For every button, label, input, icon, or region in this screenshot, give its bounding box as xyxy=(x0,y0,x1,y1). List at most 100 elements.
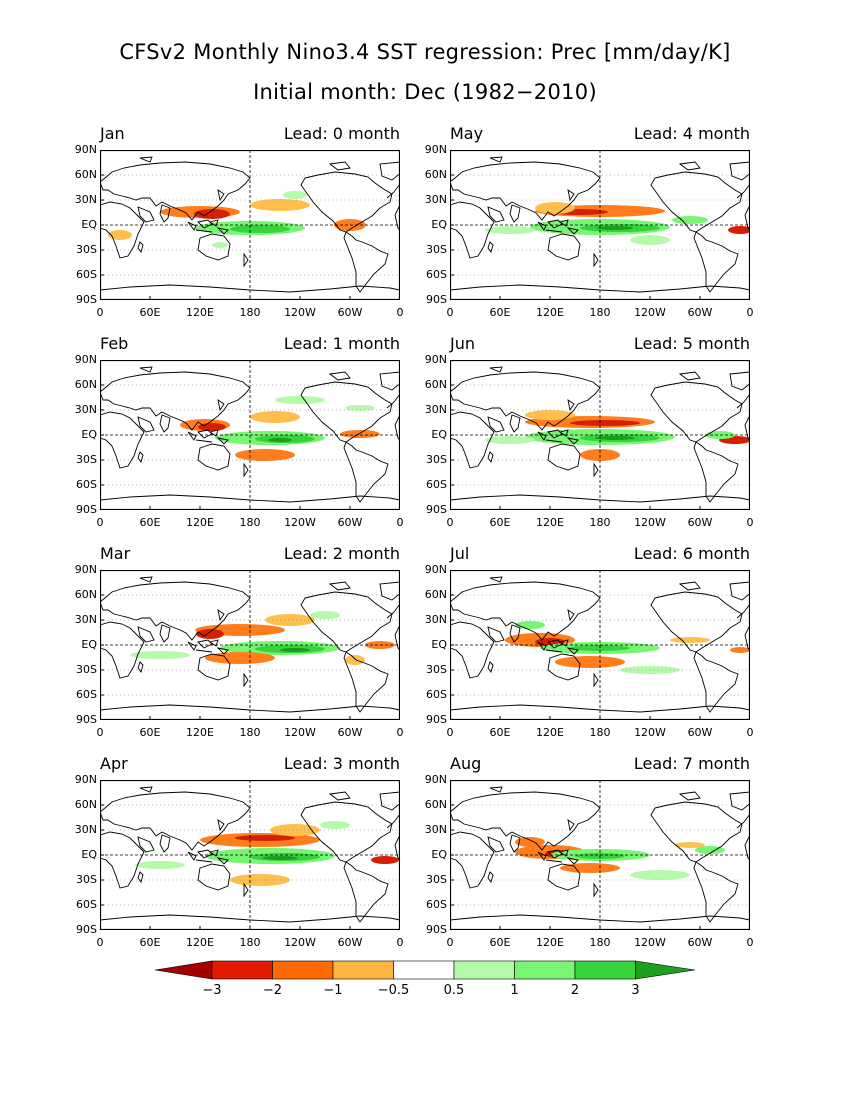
lat-tick-label: 30N xyxy=(424,403,447,416)
lon-tick-label: 120W xyxy=(284,936,316,949)
lat-tick-label: EQ xyxy=(431,218,447,231)
lon-tick-label: 60W xyxy=(337,306,363,319)
colorbar-swatch xyxy=(272,960,334,980)
anomaly-patch xyxy=(485,226,535,234)
anomaly-patch xyxy=(250,199,310,211)
lon-tick-label: 60E xyxy=(489,306,511,319)
lon-tick-label: 60W xyxy=(687,516,713,529)
lat-tick-label: 60S xyxy=(76,898,97,911)
lat-tick-label: 30N xyxy=(74,823,97,836)
lat-tick-label: 30S xyxy=(76,663,97,676)
lat-tick-label: 60S xyxy=(76,478,97,491)
lat-tick-label: EQ xyxy=(431,428,447,441)
lat-tick-label: 60S xyxy=(426,688,447,701)
anomaly-patch xyxy=(525,410,575,420)
lon-tick-label: 0 xyxy=(396,306,404,319)
lon-tick-label: 180 xyxy=(589,726,611,739)
lat-tick-label: EQ xyxy=(431,848,447,861)
anomaly-patch xyxy=(345,405,375,411)
colorbar-label: −1 xyxy=(323,983,343,998)
regression-map xyxy=(100,570,400,720)
anomaly-patch xyxy=(135,861,185,869)
lat-tick-label: 90S xyxy=(426,923,447,936)
lat-tick-label: 90N xyxy=(74,563,97,576)
lon-tick-label: 120W xyxy=(634,936,666,949)
anomaly-patch xyxy=(265,614,315,626)
anomaly-patch xyxy=(262,856,298,860)
lon-tick-label: 60E xyxy=(489,726,511,739)
lat-tick-label: 30N xyxy=(74,403,97,416)
lat-tick-label: 60N xyxy=(424,588,447,601)
anomaly-patch xyxy=(235,835,295,841)
colorbar-swatch xyxy=(453,960,515,980)
anomaly-patch xyxy=(555,656,625,668)
lat-tick-label: 90S xyxy=(76,713,97,726)
anomaly-patch xyxy=(630,870,690,880)
anomaly-patch xyxy=(560,863,620,873)
map-panel: May Lead: 4 month 90N 60N 30N EQ 30S 60S 90S 0 60E… xyxy=(425,124,754,319)
colorbar-high-arrow xyxy=(635,960,696,980)
panel-month-label: Jul xyxy=(450,544,470,563)
anomaly-patch xyxy=(230,225,290,233)
lon-tick-label: 0 xyxy=(746,726,754,739)
lat-tick-label: 30S xyxy=(76,243,97,256)
lon-tick-label: 60W xyxy=(687,306,713,319)
panel-lead-label: Lead: 2 month xyxy=(283,544,400,563)
colorbar-swatch xyxy=(332,960,394,980)
anomaly-patch xyxy=(194,209,230,219)
lat-tick-label: 60N xyxy=(74,168,97,181)
lat-tick-label: EQ xyxy=(81,218,97,231)
lon-tick-label: 180 xyxy=(589,936,611,949)
lat-tick-label: 90S xyxy=(426,503,447,516)
lat-tick-label: 30S xyxy=(76,453,97,466)
lat-tick-label: 60N xyxy=(74,798,97,811)
panel-lead-label: Lead: 5 month xyxy=(633,334,750,353)
anomaly-patch xyxy=(235,449,295,461)
lat-tick-label: 60S xyxy=(426,268,447,281)
anomaly-patch xyxy=(280,648,310,652)
lon-tick-label: 0 xyxy=(96,726,104,739)
panel-lead-label: Lead: 7 month xyxy=(633,754,750,773)
lon-tick-label: 180 xyxy=(239,516,261,529)
lat-tick-label: 30S xyxy=(426,453,447,466)
lon-tick-label: 60E xyxy=(139,516,161,529)
lat-tick-label: 90S xyxy=(426,293,447,306)
lon-tick-label: 120E xyxy=(536,936,564,949)
anomaly-patch xyxy=(485,436,535,444)
lat-tick-label: 60N xyxy=(74,378,97,391)
lon-tick-label: 120W xyxy=(634,516,666,529)
lat-tick-label: 90N xyxy=(424,563,447,576)
lon-tick-label: 120E xyxy=(186,516,214,529)
lat-tick-label: 30S xyxy=(426,243,447,256)
lon-tick-label: 60W xyxy=(337,936,363,949)
anomaly-patch xyxy=(310,611,340,619)
lon-tick-label: 0 xyxy=(446,726,454,739)
lon-tick-label: 120W xyxy=(634,306,666,319)
lat-tick-label: 60N xyxy=(424,798,447,811)
anomaly-patch xyxy=(595,436,635,440)
panel-lead-label: Lead: 6 month xyxy=(633,544,750,563)
lat-tick-label: 90N xyxy=(424,773,447,786)
lat-tick-label: 60N xyxy=(424,378,447,391)
lat-tick-label: 60N xyxy=(74,588,97,601)
colorbar-label: 2 xyxy=(570,983,580,998)
panel-lead-label: Lead: 4 month xyxy=(633,124,750,143)
lat-tick-label: EQ xyxy=(81,638,97,651)
panel-month-label: Feb xyxy=(100,334,129,353)
lat-tick-label: 90N xyxy=(74,353,97,366)
lon-tick-label: 120E xyxy=(536,306,564,319)
map-panel: Jan Lead: 0 month 90N 60N 30N EQ 30S 60S 90S 0 60E… xyxy=(75,124,404,319)
panel-month-label: Apr xyxy=(100,754,128,773)
lat-tick-label: 90N xyxy=(74,773,97,786)
anomaly-patch xyxy=(196,629,224,639)
lon-tick-label: 180 xyxy=(589,306,611,319)
anomaly-patch xyxy=(630,235,670,245)
panel-month-label: Mar xyxy=(100,544,131,563)
lon-tick-label: 0 xyxy=(746,306,754,319)
lat-tick-label: 90N xyxy=(424,143,447,156)
colorbar-label: 0.5 xyxy=(443,983,465,998)
anomaly-patch xyxy=(340,430,380,438)
map-panel: Jun Lead: 5 month 90N 60N 30N EQ 30S 60S 90S 0 60E… xyxy=(425,334,754,529)
anomaly-patch xyxy=(250,411,300,423)
colorbar-label: −0.5 xyxy=(377,983,410,998)
